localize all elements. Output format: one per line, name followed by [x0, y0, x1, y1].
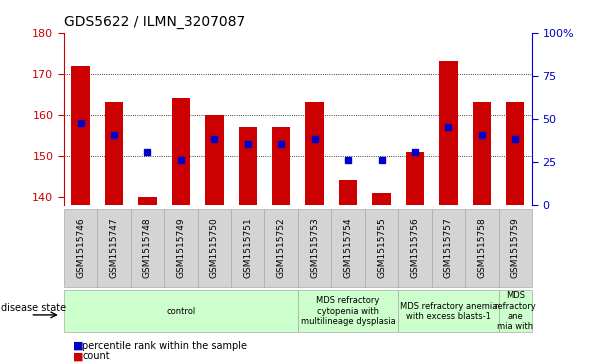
Text: ■: ■ [73, 351, 83, 362]
Text: GSM1515756: GSM1515756 [410, 217, 420, 278]
Text: count: count [82, 351, 109, 362]
Text: GSM1515754: GSM1515754 [344, 217, 353, 278]
Text: MDS refractory anemia
with excess blasts-1: MDS refractory anemia with excess blasts… [399, 302, 497, 321]
Text: GSM1515757: GSM1515757 [444, 217, 453, 278]
Bar [238, 127, 257, 205]
Text: MDS refractory
cytopenia with
multilineage dysplasia: MDS refractory cytopenia with multilinea… [301, 296, 395, 326]
Bar [339, 180, 358, 205]
Text: GSM1515750: GSM1515750 [210, 217, 219, 278]
Text: control: control [166, 307, 196, 316]
Bar [105, 102, 123, 205]
Text: GSM1515746: GSM1515746 [76, 217, 85, 278]
Text: disease state: disease state [1, 303, 66, 313]
Bar [171, 98, 190, 205]
Bar [439, 61, 458, 205]
Bar [472, 102, 491, 205]
Bar [138, 197, 157, 205]
Text: GSM1515759: GSM1515759 [511, 217, 520, 278]
Bar [205, 115, 224, 205]
Text: MDS
refractory
ane
mia with: MDS refractory ane mia with [494, 291, 536, 331]
Text: GSM1515755: GSM1515755 [377, 217, 386, 278]
Text: GSM1515748: GSM1515748 [143, 217, 152, 278]
Text: GSM1515758: GSM1515758 [477, 217, 486, 278]
Text: GSM1515751: GSM1515751 [243, 217, 252, 278]
Text: GSM1515747: GSM1515747 [109, 217, 119, 278]
Bar [506, 102, 525, 205]
Text: ■: ■ [73, 340, 83, 351]
Text: GSM1515753: GSM1515753 [310, 217, 319, 278]
Text: GSM1515752: GSM1515752 [277, 217, 286, 278]
Bar [305, 102, 324, 205]
Bar [272, 127, 291, 205]
Bar [71, 65, 90, 205]
Text: percentile rank within the sample: percentile rank within the sample [82, 340, 247, 351]
Text: GSM1515749: GSM1515749 [176, 217, 185, 278]
Text: GDS5622 / ILMN_3207087: GDS5622 / ILMN_3207087 [64, 15, 245, 29]
Bar [372, 193, 391, 205]
Bar [406, 152, 424, 205]
